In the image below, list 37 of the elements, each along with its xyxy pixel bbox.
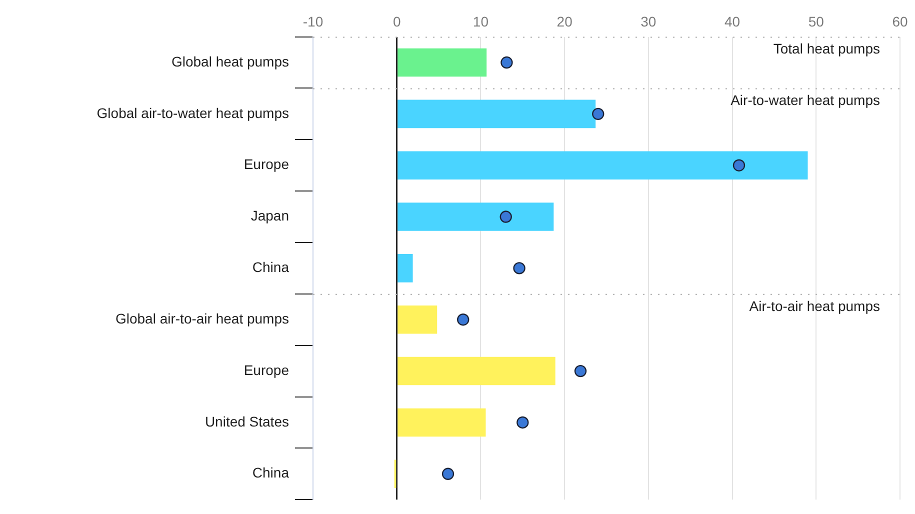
point xyxy=(592,108,604,120)
bar xyxy=(398,305,438,334)
x-tick-label: 40 xyxy=(724,13,740,30)
y-tick-label: China xyxy=(252,259,290,276)
x-tick-label: 30 xyxy=(640,13,656,30)
bar xyxy=(398,356,556,386)
bar xyxy=(398,48,487,77)
x-tick-label: 0 xyxy=(392,13,401,30)
y-tick-label: Global air-to-water heat pumps xyxy=(96,104,289,121)
x-tick-label: 50 xyxy=(808,13,824,30)
x-tick-label: 20 xyxy=(556,13,573,30)
y-tick-label: Japan xyxy=(250,208,289,224)
annotation: Air-to-air heat pumps xyxy=(749,298,880,314)
y-tick-label: Europe xyxy=(244,156,290,172)
x-tick-label: 10 xyxy=(472,13,489,30)
point xyxy=(442,468,454,480)
bar xyxy=(398,202,554,231)
point xyxy=(516,416,529,429)
point xyxy=(457,314,470,326)
bar xyxy=(398,408,486,437)
x-tick-label: -10 xyxy=(302,13,324,30)
y-tick-label: China xyxy=(252,464,290,481)
annotation: Total heat pumps xyxy=(773,40,880,57)
bar xyxy=(398,151,808,180)
point xyxy=(513,262,526,274)
point xyxy=(500,56,513,69)
point xyxy=(500,210,512,223)
annotation: Air-to-water heat pumps xyxy=(730,92,880,108)
y-tick-label: United States xyxy=(204,413,289,430)
point xyxy=(732,159,746,172)
y-tick-label: Global heat pumps xyxy=(171,53,289,70)
y-tick-label: Global air-to-air heat pumps xyxy=(115,310,289,326)
x-tick-label: 60 xyxy=(892,13,908,30)
point xyxy=(574,364,587,378)
bar xyxy=(398,254,413,282)
y-tick-label: Europe xyxy=(244,362,290,378)
bar xyxy=(398,100,596,128)
